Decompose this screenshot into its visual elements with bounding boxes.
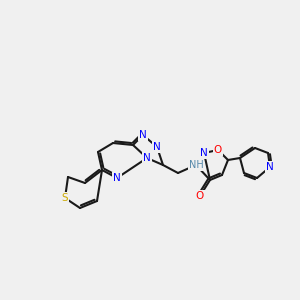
Text: N: N	[266, 162, 274, 172]
Text: N: N	[113, 173, 121, 183]
Text: N: N	[153, 142, 161, 152]
Text: N: N	[143, 153, 151, 163]
Text: N: N	[200, 148, 208, 158]
Text: N: N	[139, 130, 147, 140]
Text: NH: NH	[189, 160, 203, 170]
Text: S: S	[62, 193, 68, 203]
Text: O: O	[214, 145, 222, 155]
Text: O: O	[196, 191, 204, 201]
